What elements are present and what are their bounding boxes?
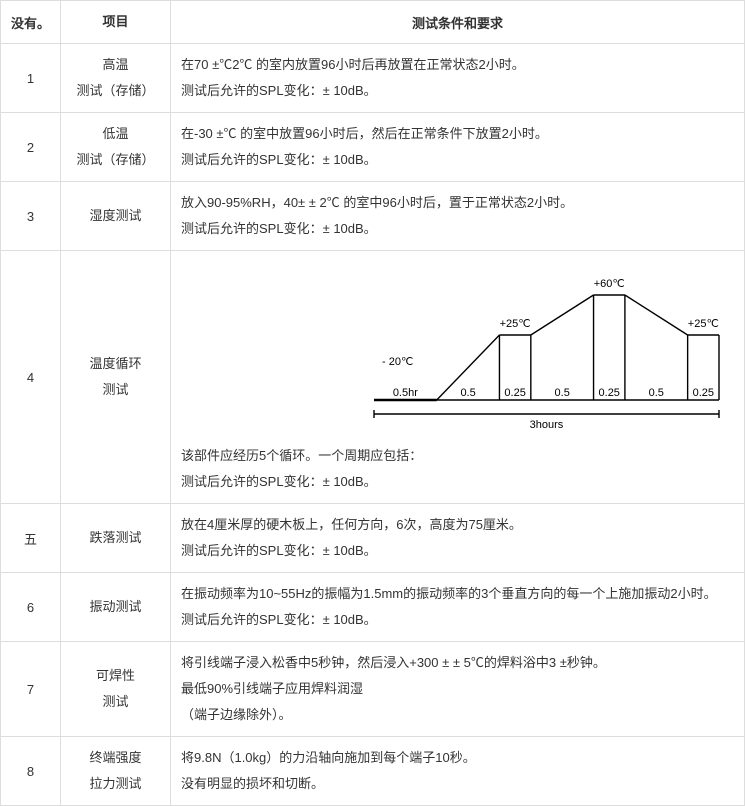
cell-cond: 在70 ±℃2℃ 的室内放置96小时后再放置在正常状态2小时。 测试后允许的SP…: [171, 44, 745, 113]
header-no: 没有。: [1, 1, 61, 44]
cond-line: （端子边缘除外）。: [181, 707, 292, 722]
item-line: 测试（存储）: [76, 83, 154, 98]
svg-text:0.5: 0.5: [555, 387, 570, 399]
table-row: 7 可焊性 测试 将引线端子浸入松香中5秒钟，然后浸入+300 ± ± 5℃的焊…: [1, 642, 745, 737]
cell-no: 五: [1, 504, 61, 573]
cond-line: 在70 ±℃2℃ 的室内放置96小时后再放置在正常状态2小时。: [181, 57, 525, 72]
cond-line: 没有明显的损坏和切断。: [181, 776, 324, 791]
table-row: 3 湿度测试 放入90-95%RH，40± ± 2℃ 的室中96小时后，置于正常…: [1, 182, 745, 251]
cell-cond: 将9.8N（1.0kg）的力沿轴向施加到每个端子10秒。 没有明显的损坏和切断。: [171, 737, 745, 806]
cell-item: 低温 测试（存储）: [61, 113, 171, 182]
cell-no: 6: [1, 573, 61, 642]
cell-no: 8: [1, 737, 61, 806]
item-line: 可焊性: [96, 668, 135, 683]
item-line: 湿度测试: [89, 208, 141, 223]
item-line: 测试: [102, 382, 128, 397]
svg-text:0.25: 0.25: [504, 387, 525, 399]
cell-cond: 在-30 ±℃ 的室中放置96小时后，然后在正常条件下放置2小时。 测试后允许的…: [171, 113, 745, 182]
cell-item: 可焊性 测试: [61, 642, 171, 737]
svg-text:- 20℃: - 20℃: [382, 356, 413, 368]
cell-cond: 将引线端子浸入松香中5秒钟，然后浸入+300 ± ± 5℃的焊料浴中3 ±秒钟。…: [171, 642, 745, 737]
item-line: 温度循环: [89, 356, 141, 371]
table-row: 2 低温 测试（存储） 在-30 ±℃ 的室中放置96小时后，然后在正常条件下放…: [1, 113, 745, 182]
item-line: 终端强度: [89, 750, 141, 765]
cond-line: 放入90-95%RH，40± ± 2℃ 的室中96小时后，置于正常状态2小时。: [181, 195, 573, 210]
cond-line: 将引线端子浸入松香中5秒钟，然后浸入+300 ± ± 5℃的焊料浴中3 ±秒钟。: [181, 655, 606, 670]
cell-cond: - 20℃ +25℃ +60℃ +25℃ 0.5hr 0.5 0.25 0.5 0.25 0.5 0…: [171, 251, 745, 504]
cell-item: 湿度测试: [61, 182, 171, 251]
temp-cycle-svg: - 20℃ +25℃ +60℃ +25℃ 0.5hr 0.5 0.25 0.5 0.25 0.5 0…: [354, 265, 734, 435]
header-item: 项目: [61, 1, 171, 44]
cond-line: 将9.8N（1.0kg）的力沿轴向施加到每个端子10秒。: [181, 750, 476, 765]
table-row: 6 振动测试 在振动频率为10~55Hz的振幅为1.5mm的振动频率的3个垂直方…: [1, 573, 745, 642]
cond-line: 在振动频率为10~55Hz的振幅为1.5mm的振动频率的3个垂直方向的每一个上施…: [181, 586, 717, 601]
svg-text:3hours: 3hours: [530, 419, 564, 431]
cond-line: 测试后允许的SPL变化：± 10dB。: [181, 612, 377, 627]
item-line: 拉力测试: [89, 776, 141, 791]
cond-line: 测试后允许的SPL变化：± 10dB。: [181, 543, 377, 558]
svg-text:+25℃: +25℃: [500, 318, 531, 330]
item-line: 高温: [102, 57, 128, 72]
cell-cond: 放在4厘米厚的硬木板上，任何方向，6次，高度为75厘米。 测试后允许的SPL变化…: [171, 504, 745, 573]
cell-item: 终端强度 拉力测试: [61, 737, 171, 806]
svg-text:0.25: 0.25: [599, 387, 620, 399]
cell-item: 高温 测试（存储）: [61, 44, 171, 113]
cond-line: 测试后允许的SPL变化：± 10dB。: [181, 221, 377, 236]
item-line: 跌落测试: [89, 530, 141, 545]
cell-no: 2: [1, 113, 61, 182]
cond-line: 测试后允许的SPL变化：± 10dB。: [181, 152, 377, 167]
cell-cond: 在振动频率为10~55Hz的振幅为1.5mm的振动频率的3个垂直方向的每一个上施…: [171, 573, 745, 642]
temp-cycle-chart: - 20℃ +25℃ +60℃ +25℃ 0.5hr 0.5 0.25 0.5 0.25 0.5 0…: [181, 259, 734, 443]
svg-text:0.5: 0.5: [649, 387, 664, 399]
svg-text:+25℃: +25℃: [688, 318, 719, 330]
svg-text:+60℃: +60℃: [594, 278, 625, 290]
test-spec-table: 没有。 项目 测试条件和要求 1 高温 测试（存储） 在70 ±℃2℃ 的室内放…: [0, 0, 745, 806]
svg-text:0.5hr: 0.5hr: [393, 387, 418, 399]
cell-item: 温度循环 测试: [61, 251, 171, 504]
item-line: 测试: [102, 694, 128, 709]
cell-cond: 放入90-95%RH，40± ± 2℃ 的室中96小时后，置于正常状态2小时。 …: [171, 182, 745, 251]
cond-line: 最低90%引线端子应用焊料润湿: [181, 681, 363, 696]
table-row: 8 终端强度 拉力测试 将9.8N（1.0kg）的力沿轴向施加到每个端子10秒。…: [1, 737, 745, 806]
cond-line: 该部件应经历5个循环。一个周期应包括：: [181, 448, 422, 463]
svg-text:0.5: 0.5: [460, 387, 475, 399]
header-cond: 测试条件和要求: [171, 1, 745, 44]
table-row: 1 高温 测试（存储） 在70 ±℃2℃ 的室内放置96小时后再放置在正常状态2…: [1, 44, 745, 113]
cell-item: 振动测试: [61, 573, 171, 642]
cell-no: 3: [1, 182, 61, 251]
item-line: 测试（存储）: [76, 152, 154, 167]
cond-line: 测试后允许的SPL变化：± 10dB。: [181, 474, 377, 489]
table-row: 4 温度循环 测试 - 20℃ +25℃ +60℃ +25℃ 0.5hr 0.5 0.25 0…: [1, 251, 745, 504]
cell-no: 1: [1, 44, 61, 113]
item-line: 振动测试: [89, 599, 141, 614]
cond-line: 测试后允许的SPL变化：± 10dB。: [181, 83, 377, 98]
cell-no: 4: [1, 251, 61, 504]
table-row: 五 跌落测试 放在4厘米厚的硬木板上，任何方向，6次，高度为75厘米。 测试后允…: [1, 504, 745, 573]
item-line: 低温: [102, 126, 128, 141]
cond-line: 放在4厘米厚的硬木板上，任何方向，6次，高度为75厘米。: [181, 517, 522, 532]
cell-item: 跌落测试: [61, 504, 171, 573]
cell-no: 7: [1, 642, 61, 737]
cond-line: 在-30 ±℃ 的室中放置96小时后，然后在正常条件下放置2小时。: [181, 126, 548, 141]
svg-text:0.25: 0.25: [693, 387, 714, 399]
